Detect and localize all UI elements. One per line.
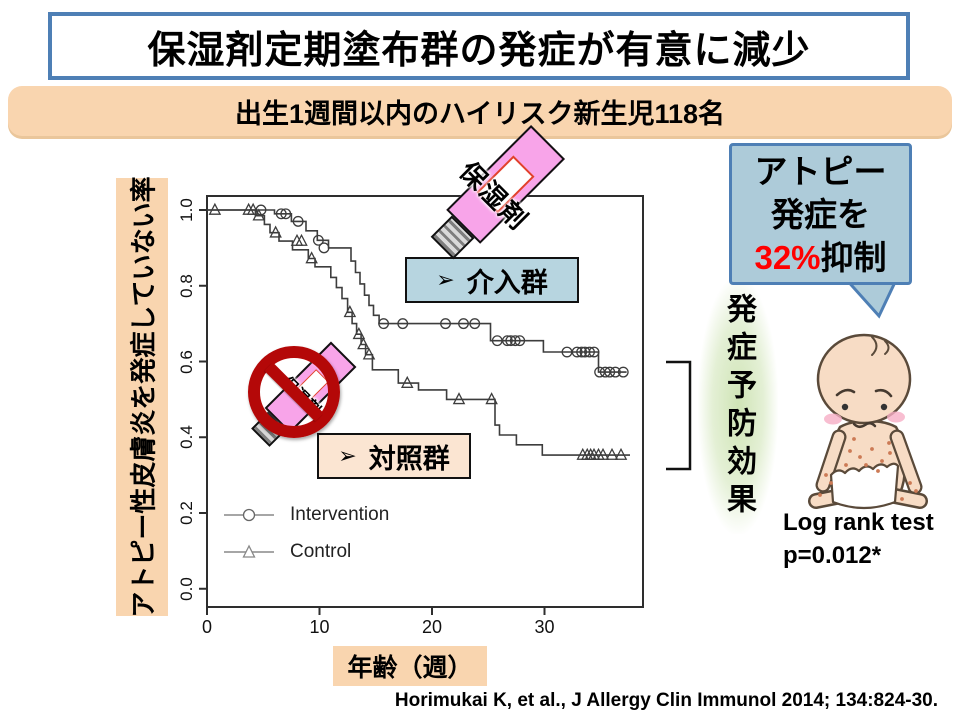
subtitle-text: 出生1週間以内のハイリスク新生児118名 (234, 98, 726, 129)
arrow-bullet-icon: ➢ (338, 443, 357, 468)
x-tick-label: 0 (201, 617, 212, 637)
citation: Horimukai K, et al., J Allergy Clin Immu… (394, 690, 938, 711)
censor-mark-circle (440, 318, 451, 330)
plot-frame (206, 195, 644, 608)
effect-bracket-icon (666, 360, 692, 471)
y-axis-label: アトピー性皮膚炎を発症していない率 (128, 176, 159, 618)
censor-mark-circle (576, 346, 588, 358)
log-rank-line2: p=0.012* (783, 542, 882, 569)
censor-mark-circle (584, 346, 595, 358)
baby-icon (808, 333, 928, 510)
prevention-effect-label: 発症予防効果 (704, 282, 772, 532)
censor-mark-triangle (614, 447, 628, 460)
subtitle-banner: 出生1週間以内のハイリスク新生児118名 (8, 86, 952, 136)
censor-mark-circle (571, 346, 583, 358)
censor-mark-circle (275, 208, 287, 220)
censor-mark-triangle (305, 251, 318, 264)
censor-mark-triangle (357, 337, 370, 350)
censor-mark-circle (469, 318, 481, 330)
log-rank-line1: Log rank test (783, 509, 934, 536)
legend-row: Intervention (224, 502, 389, 528)
intervention-group-label: 介入群 (466, 267, 548, 298)
log-rank-result: Log rank test p=0.012* (783, 506, 934, 572)
x-tick-label: 20 (421, 617, 443, 637)
censor-mark-circle (318, 242, 330, 254)
legend-label: Intervention (290, 504, 390, 525)
censor-mark-triangle (485, 392, 498, 405)
censor-mark-circle (312, 234, 324, 246)
censor-mark-circle (604, 366, 616, 378)
arrow-bullet-icon: ➢ (436, 267, 455, 292)
prevention-effect-text: 発症予防効果 (722, 293, 755, 521)
bubble-line2: 発症を (771, 195, 870, 233)
control-group-label: 対照群 (368, 443, 450, 474)
censor-mark-triangle (452, 392, 466, 405)
km-curve-intervention (207, 209, 627, 373)
censor-mark-triangle (605, 447, 619, 460)
page-title: 保湿剤定期塗布群の発症が有意に減少 (147, 29, 811, 72)
bubble-line1: アトピー (754, 152, 887, 190)
censor-mark-triangle (269, 225, 282, 238)
censor-mark-circle (397, 318, 409, 330)
prohibition-icon (248, 346, 340, 438)
y-tick-label: 0.8 (177, 273, 196, 298)
censor-mark-triangle (352, 327, 366, 340)
censor-mark-triangle (400, 375, 414, 388)
censor-mark-circle (617, 366, 629, 378)
censor-mark-triangle (343, 305, 357, 318)
legend-circle-icon (224, 508, 274, 522)
censor-mark-triangle (362, 347, 376, 360)
censor-mark-circle (514, 335, 526, 347)
y-axis-label-strip: アトピー性皮膚炎を発症していない率 (116, 176, 168, 618)
censor-mark-circle (280, 208, 292, 220)
green-glow (698, 278, 778, 534)
legend-triangle-icon (224, 544, 274, 558)
legend-label: Control (290, 541, 352, 562)
censor-mark-triangle (295, 233, 308, 246)
censor-mark-circle (609, 366, 621, 378)
censor-mark-triangle (252, 208, 266, 221)
legend-row: Control (224, 539, 351, 565)
x-axis-label: 年齢（週） (347, 654, 473, 682)
prohibition-bar (264, 362, 324, 422)
control-group-box: ➢ 対照群 (317, 433, 471, 479)
censor-mark-circle (292, 215, 304, 227)
y-tick-label: 0.6 (177, 349, 196, 374)
censor-mark-triangle (596, 447, 610, 460)
bubble-highlight: 32% (754, 238, 821, 276)
censor-mark-triangle (208, 202, 222, 215)
censor-mark-circle (588, 346, 600, 358)
censor-mark-circle (458, 318, 469, 330)
x-tick-label: 30 (534, 617, 555, 637)
y-tick-label: 0.4 (177, 425, 196, 450)
title-box: 保湿剤定期塗布群の発症が有意に減少 (48, 12, 910, 80)
bubble-line3: 32%抑制 (754, 236, 886, 279)
y-tick-label: 1.0 (177, 198, 196, 222)
censor-mark-circle (378, 318, 390, 330)
bubble-line3-rest: 抑制 (820, 238, 887, 276)
y-tick-label: 0.0 (177, 576, 196, 601)
speech-bubble: アトピー 発症を 32%抑制 (729, 143, 912, 285)
x-tick-label: 10 (309, 617, 330, 637)
intervention-group-box: ➢ 介入群 (405, 257, 579, 303)
y-tick-label: 0.2 (177, 501, 196, 525)
censor-mark-triangle (246, 202, 260, 215)
censor-mark-circle (509, 335, 521, 347)
x-axis-label-strip: 年齢（週） (333, 646, 487, 686)
censor-mark-circle (501, 335, 513, 347)
